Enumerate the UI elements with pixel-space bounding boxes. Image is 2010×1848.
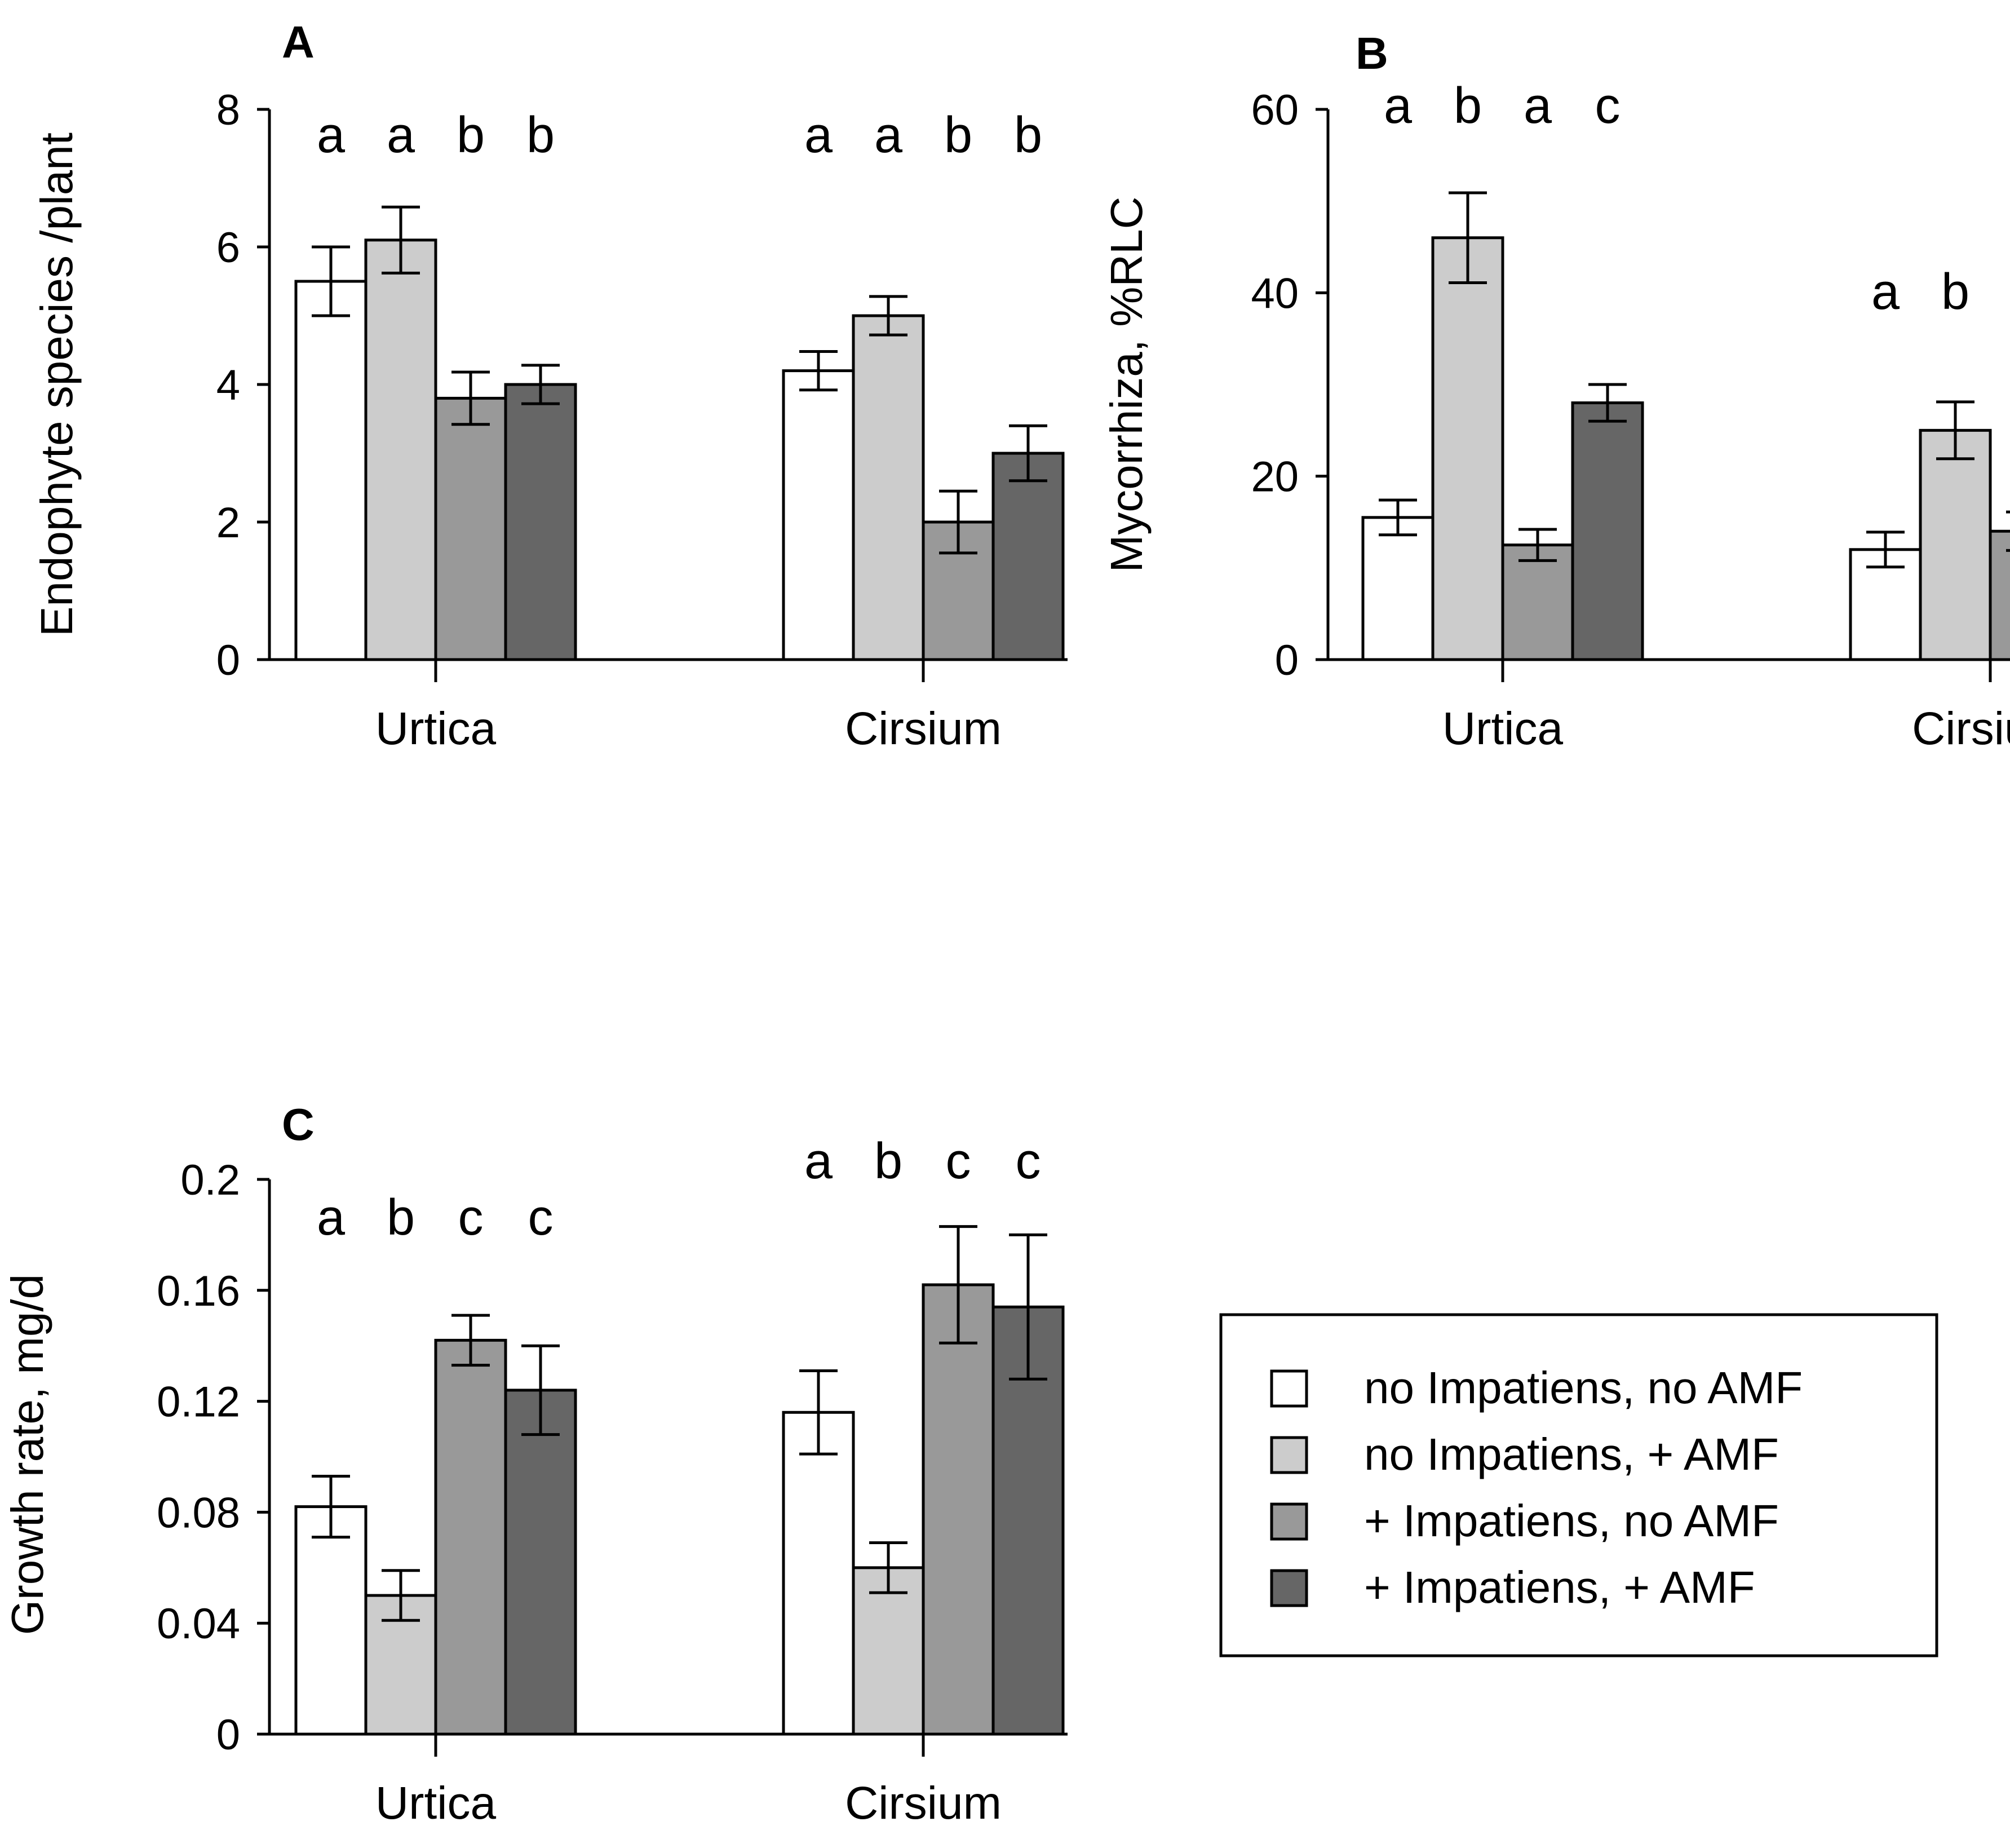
category-label: Urtica [375, 1778, 497, 1829]
y-tick-label: 4 [216, 361, 240, 409]
y-tick-label: 0 [1275, 636, 1299, 684]
bar-a-0-1 [364, 238, 437, 661]
significance-letter: b [1454, 78, 1482, 134]
y-tick-label: 0.08 [157, 1489, 240, 1537]
bar-c-0-2 [434, 1338, 507, 1736]
bar-c-0-0 [294, 1505, 368, 1736]
legend-swatch [1270, 1369, 1308, 1408]
significance-letter: b [387, 1190, 415, 1246]
y-tick-label: 2 [216, 499, 240, 547]
y-tick-label: 0.04 [157, 1600, 240, 1648]
significance-letter: b [1941, 264, 1969, 320]
category-label: Urtica [375, 703, 497, 754]
category-label: Cirsium [845, 703, 1002, 754]
legend-swatch [1270, 1569, 1308, 1607]
significance-letter: c [946, 1133, 971, 1190]
y-tick-label: 0.2 [180, 1156, 240, 1204]
legend-swatch [1270, 1436, 1308, 1474]
y-axis-title: Mycorrhiza, %RLC [1101, 197, 1152, 573]
significance-letter: a [804, 1133, 833, 1190]
y-tick-label: 0.12 [157, 1378, 240, 1426]
significance-letter: b [944, 107, 972, 163]
y-tick-label: 20 [1251, 453, 1299, 501]
significance-letter: a [1384, 78, 1413, 134]
significance-letter: c [1016, 1133, 1041, 1190]
significance-letter: b [526, 107, 555, 163]
bar-a-1-0 [782, 369, 855, 661]
y-tick-label: 0 [216, 1711, 240, 1759]
significance-letter: a [1524, 78, 1552, 134]
bar-c-1-2 [922, 1283, 995, 1736]
panel-letter: B [1356, 28, 1388, 78]
significance-letter: a [317, 1190, 346, 1246]
legend-box [1219, 1313, 1938, 1657]
bar-a-0-2 [434, 396, 507, 661]
significance-letter: c [1595, 78, 1621, 134]
category-label: Cirsium [845, 1778, 1002, 1829]
significance-letter: a [317, 107, 346, 163]
legend-label: + Impatiens, + AMF [1364, 1562, 1755, 1612]
bar-b-0-0 [1361, 516, 1435, 661]
panel-letter: C [282, 1099, 315, 1150]
significance-letter: a [1871, 264, 1900, 320]
bar-b-1-1 [1919, 428, 1992, 661]
bar-b-1-2 [1989, 529, 2010, 661]
legend-label: + Impatiens, no AMF [1364, 1496, 1779, 1546]
y-tick-label: 0 [216, 636, 240, 684]
y-axis-title: Endophyte species /plant [32, 132, 82, 636]
significance-letter: b [874, 1133, 902, 1190]
legend-swatch [1270, 1502, 1308, 1541]
bar-c-1-0 [782, 1411, 855, 1736]
significance-letter: c [458, 1190, 484, 1246]
bar-b-0-3 [1571, 401, 1644, 661]
panel-letter: A [282, 17, 315, 67]
significance-letter: a [804, 107, 833, 163]
bar-a-1-1 [852, 314, 925, 661]
legend-label: no Impatiens, no AMF [1364, 1363, 1803, 1413]
significance-letter: a [387, 107, 415, 163]
significance-letter: b [1014, 107, 1042, 163]
y-tick-label: 0.16 [157, 1267, 240, 1315]
category-label: Cirsium [1912, 703, 2010, 754]
bar-a-0-0 [294, 280, 368, 661]
y-tick-label: 6 [216, 224, 240, 272]
significance-letter: a [874, 107, 903, 163]
y-axis-title: Growth rate, mg/d [2, 1274, 52, 1635]
category-label: Urtica [1442, 703, 1564, 754]
bar-c-0-3 [504, 1389, 577, 1736]
significance-letter: c [528, 1190, 554, 1246]
legend: no Impatiens, no AMF no Impatiens, + AMF +… [1219, 1313, 1938, 1657]
y-tick-label: 60 [1251, 86, 1299, 134]
bar-a-0-3 [504, 383, 577, 661]
significance-letter: b [457, 107, 485, 163]
y-tick-label: 8 [216, 86, 240, 134]
bar-b-0-2 [1501, 543, 1574, 661]
y-tick-label: 40 [1251, 269, 1299, 317]
bar-b-0-1 [1431, 236, 1504, 661]
bar-a-1-3 [991, 452, 1065, 661]
legend-label: no Impatiens, + AMF [1364, 1429, 1779, 1479]
